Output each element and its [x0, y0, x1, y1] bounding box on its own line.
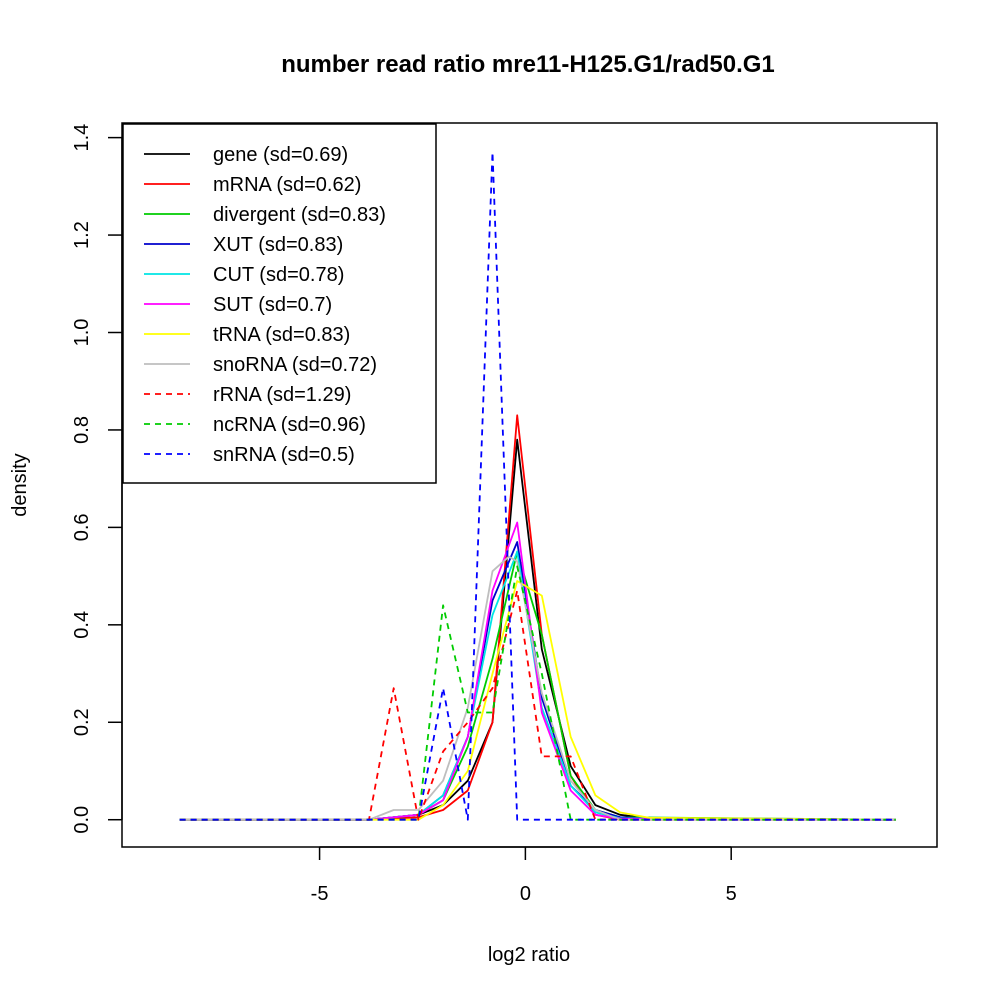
legend-label-snRNA: snRNA (sd=0.5) [213, 444, 355, 466]
series-layer [179, 151, 896, 821]
legend-label-rRNA: rRNA (sd=1.29) [213, 384, 351, 406]
y-axis: 0.0 0.2 0.4 0.6 0.8 1.0 1.2 1.4 [71, 124, 123, 834]
y-tick-label: 0.2 [71, 708, 93, 736]
y-tick-label: 0.4 [71, 611, 93, 639]
y-tick-label: 0.0 [71, 806, 93, 834]
y-tick-label: 1.2 [71, 221, 93, 249]
x-tick-label: 0 [520, 883, 531, 905]
series-line-snoRNA [179, 555, 896, 821]
y-axis-label: density [9, 453, 31, 516]
chart-title: number read ratio mre11-H125.G1/rad50.G1 [281, 51, 775, 78]
legend-label-ncRNA: ncRNA (sd=0.96) [213, 414, 366, 436]
x-tick-label: -5 [311, 883, 329, 905]
y-tick-label: 0.8 [71, 416, 93, 444]
series-line-rRNA [179, 589, 896, 821]
legend-label-CUT: CUT (sd=0.78) [213, 264, 344, 286]
x-axis: -5 0 5 [311, 846, 737, 905]
legend-label-gene: gene (sd=0.69) [213, 144, 348, 166]
y-tick-label: 1.4 [71, 124, 93, 152]
series-line-ncRNA [179, 565, 896, 821]
series-line-gene [179, 438, 896, 821]
legend: gene (sd=0.69) mRNA (sd=0.62) divergent (s… [122, 123, 437, 484]
legend-label-mRNA: mRNA (sd=0.62) [213, 174, 361, 196]
legend-label-snoRNA: snoRNA (sd=0.72) [213, 354, 377, 376]
legend-label-divergent: divergent (sd=0.83) [213, 204, 386, 226]
x-tick-label: 5 [726, 883, 737, 905]
y-tick-label: 1.0 [71, 319, 93, 347]
legend-label-XUT: XUT (sd=0.83) [213, 234, 343, 256]
series-line-tRNA [179, 580, 896, 821]
legend-label-SUT: SUT (sd=0.7) [213, 294, 332, 316]
y-tick-label: 0.6 [71, 513, 93, 541]
x-axis-label: log2 ratio [488, 944, 570, 966]
legend-label-tRNA: tRNA (sd=0.83) [213, 324, 350, 346]
